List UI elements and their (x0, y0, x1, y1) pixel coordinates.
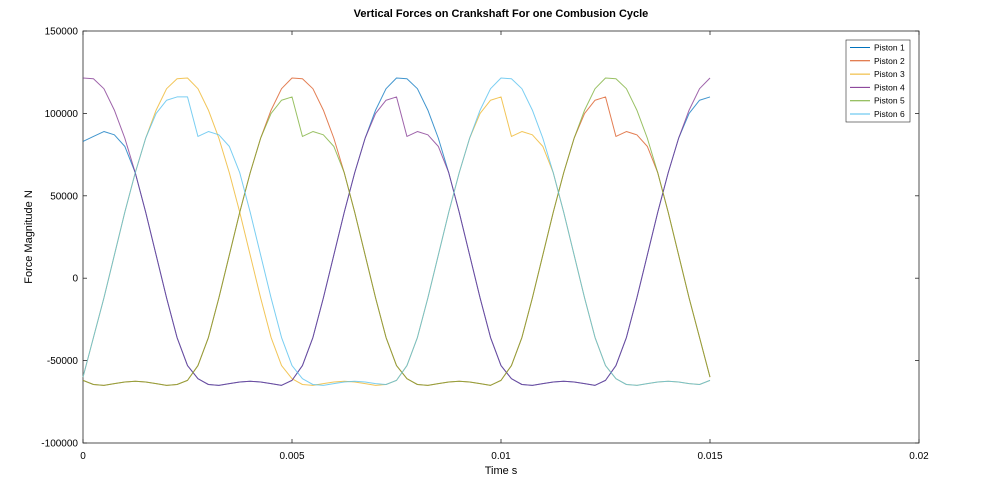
x-tick-label: 0.02 (909, 451, 929, 462)
y-tick-label: -100000 (41, 439, 78, 450)
y-tick-label: 0 (72, 274, 78, 285)
x-axis-label: Time s (485, 465, 518, 477)
legend-label: Piston 5 (874, 96, 905, 106)
y-axis-label: Force Magnitude N (23, 190, 35, 284)
legend: Piston 1 Piston 2 Piston 3 Piston 4 Piston 5… (845, 39, 911, 123)
series-line-piston-5 (82, 77, 711, 386)
legend-label: Piston 1 (874, 43, 905, 53)
plot-area (82, 30, 920, 444)
series-line-piston-4 (82, 77, 711, 386)
x-tick-label: 0 (80, 451, 86, 462)
y-tick-label: 100000 (45, 109, 79, 120)
y-tick-label: 150000 (45, 27, 79, 38)
legend-label: Piston 4 (874, 82, 905, 92)
y-axis-ticks: -100000 -50000 0 50000 100000 150000 (41, 27, 919, 450)
legend-label: Piston 6 (874, 109, 905, 119)
series-line-piston-6 (82, 77, 711, 386)
x-axis-ticks: 0 0.005 0.01 0.015 0.02 (80, 31, 929, 462)
legend-box (845, 39, 911, 123)
legend-label: Piston 3 (874, 69, 905, 79)
legend-label: Piston 2 (874, 56, 905, 66)
series-layer (82, 77, 711, 386)
x-tick-label: 0.01 (491, 451, 511, 462)
y-tick-label: 50000 (50, 191, 78, 202)
x-tick-label: 0.015 (697, 451, 722, 462)
y-tick-label: -50000 (47, 356, 79, 367)
x-tick-label: 0.005 (279, 451, 304, 462)
legend-items: Piston 1 Piston 2 Piston 3 Piston 4 Piston 5… (850, 43, 905, 119)
chart-title: Vertical Forces on Crankshaft For one Co… (354, 8, 649, 20)
